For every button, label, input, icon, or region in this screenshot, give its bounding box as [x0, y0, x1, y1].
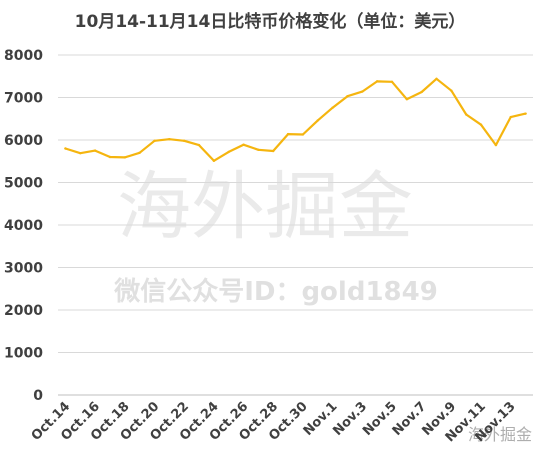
y-tick-label: 4000: [4, 218, 43, 234]
data-point: [361, 90, 364, 93]
y-tick-label: 2000: [4, 303, 43, 319]
data-point: [182, 139, 186, 143]
data-point: [450, 89, 453, 92]
y-tick-label: 8000: [4, 48, 43, 64]
series-line: [64, 77, 527, 162]
watermark-id-text: 微信公众号ID：gold1849: [113, 276, 438, 307]
data-point: [212, 159, 216, 163]
data-point: [93, 149, 97, 152]
data-point: [346, 95, 349, 98]
grid-lines: [58, 54, 533, 396]
watermark-corner-text: 海外掘金: [468, 425, 532, 444]
data-point: [123, 156, 126, 159]
data-point: [375, 80, 379, 83]
series-layer: [64, 77, 527, 163]
data-point: [390, 80, 394, 83]
data-point: [168, 137, 171, 141]
y-tick-label: 6000: [4, 133, 43, 149]
data-point: [316, 119, 319, 122]
data-point: [524, 112, 527, 115]
data-point: [108, 155, 112, 159]
data-point: [272, 149, 275, 153]
y-tick-label: 3000: [4, 261, 43, 277]
watermark-main-text: 海外掘金: [117, 164, 413, 250]
data-point: [435, 77, 438, 81]
y-axis: 0 1000 2000 3000 4000 5000 6000 7000 8000: [4, 48, 43, 404]
data-point: [420, 90, 423, 94]
x-axis: Oct.14Oct.16Oct.18Oct.20Oct.22Oct.24Oct.…: [29, 399, 519, 445]
data-point: [79, 151, 82, 155]
watermark: 海外掘金 微信公众号ID：gold1849 海外掘金: [113, 164, 532, 444]
data-point: [465, 113, 468, 116]
data-point: [138, 151, 141, 154]
y-tick-label: 0: [33, 388, 43, 404]
data-point: [509, 115, 512, 119]
data-point: [64, 147, 67, 150]
data-point: [286, 132, 290, 136]
data-point: [257, 148, 260, 151]
data-point: [227, 150, 230, 154]
data-point: [405, 98, 409, 101]
data-point: [242, 143, 245, 146]
data-point: [331, 106, 334, 109]
y-tick-label: 5000: [4, 176, 43, 192]
data-point: [197, 143, 201, 147]
y-tick-label: 7000: [4, 91, 43, 107]
data-point: [494, 143, 498, 147]
data-point: [301, 133, 305, 136]
data-point: [479, 123, 483, 126]
chart-title: 10月14-11月14日比特币价格变化（单位：美元）: [75, 11, 466, 32]
y-tick-label: 1000: [4, 346, 43, 362]
data-point: [153, 139, 156, 143]
